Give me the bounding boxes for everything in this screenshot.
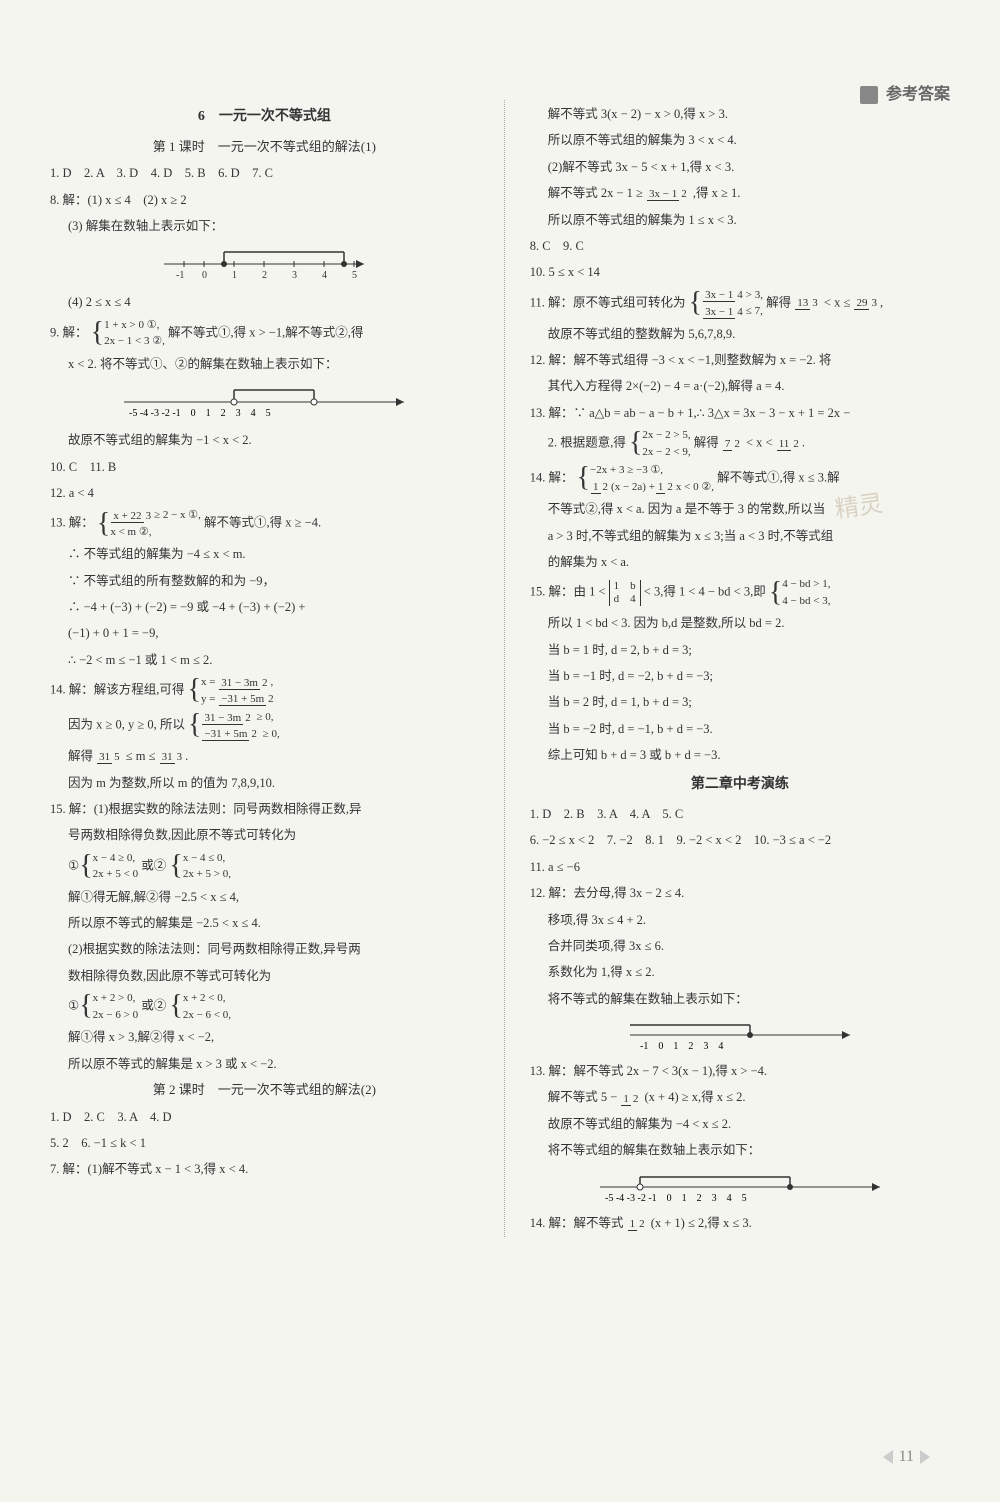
q9: 9. 解： {1 + x > 0 ①,2x − 1 < 3 ②, 解不等式①,得… xyxy=(50,317,479,350)
svg-text:4: 4 xyxy=(322,270,327,281)
q15j: 所以原不等式的解集是 x > 3 或 x < −2. xyxy=(50,1052,479,1076)
header-label: 参考答案 xyxy=(860,80,950,110)
r11c: 故原不等式组的整数解为 5,6,7,8,9. xyxy=(530,322,950,346)
q10-11: 10. C 11. B xyxy=(50,455,479,479)
e14: 14. 解：解不等式 12 (x + 1) ≤ 2,得 x ≤ 3. xyxy=(530,1211,950,1235)
svg-text:2: 2 xyxy=(262,270,267,281)
q14f: 因为 m 为整数,所以 m 的值为 7,8,9,10. xyxy=(50,771,479,795)
q15b: 号两数相除得负数,因此原不等式可转化为 xyxy=(50,823,479,847)
q15f: (2)根据实数的除法法则：同号两数相除得正数,异号两 xyxy=(50,937,479,961)
q12: 12. a < 4 xyxy=(50,481,479,505)
r12b: 其代入方程得 2×(−2) − 4 = a·(−2),解得 a = 4. xyxy=(530,374,950,398)
q15g: 数相除得负数,因此原不等式可转化为 xyxy=(50,964,479,988)
q15a: 15. 解：(1)根据实数的除法法则：同号两数相除得正数,异 xyxy=(50,797,479,821)
r14e: 的解集为 x < a. xyxy=(530,550,950,574)
l2-q5-6: 5. 2 6. −1 ≤ k < 1 xyxy=(50,1131,479,1155)
q15c: ①{x − 4 ≥ 0,2x + 5 < 0 或② {x − 4 ≤ 0,2x … xyxy=(50,850,479,883)
r15d: 当 b = 1 时, d = 2, b + d = 3; xyxy=(530,638,950,662)
q9c: x < 2. 将不等式①、②的解集在数轴上表示如下： xyxy=(50,352,479,376)
r14c: 不等式②,得 x < a. 因为 a 是不等于 3 的常数,所以当 xyxy=(530,497,950,521)
e1-5: 1. D 2. B 3. A 4. A 5. C xyxy=(530,802,950,826)
q8: 8. 解：(1) x ≤ 4 (2) x ≥ 2 xyxy=(50,188,479,212)
e12d: 系数化为 1,得 x ≤ 2. xyxy=(530,960,950,984)
lesson2-title: 第 2 课时 一元一次不等式组的解法(2) xyxy=(50,1078,479,1103)
q13c: ∴ 不等式组的解集为 −4 ≤ x < m. xyxy=(50,542,479,566)
r15: 15. 解：由 1 < 1 b d 4 < 3,得 1 < 4 − bd < 3… xyxy=(530,576,950,609)
svg-text:-1: -1 xyxy=(176,270,184,281)
l2-q7: 7. 解：(1)解不等式 x − 1 < 3,得 x < 4. xyxy=(50,1157,479,1181)
lesson1-title: 第 1 课时 一元一次不等式组的解法(1) xyxy=(50,135,479,160)
triangle-right-icon xyxy=(920,1450,930,1464)
r14d: a > 3 时,不等式组的解集为 x ≤ 3;当 a < 3 时,不等式组 xyxy=(530,524,950,548)
r6: 8. C 9. C xyxy=(530,234,950,258)
r13a: 13. 解：∵ a△b = ab − a − b + 1,∴ 3△x = 3x … xyxy=(530,401,950,425)
q9d: 故原不等式组的解集为 −1 < x < 2. xyxy=(50,428,479,452)
r15c: 所以 1 < bd < 3. 因为 b,d 是整数,所以 bd = 2. xyxy=(530,611,950,635)
number-line-4: -5 -4 -3 -2 -1 0 1 2 3 4 5 xyxy=(530,1169,950,1205)
r7: 10. 5 ≤ x < 14 xyxy=(530,260,950,284)
e6-10: 6. −2 ≤ x < 2 7. −2 8. 1 9. −2 < x < 2 1… xyxy=(530,828,950,852)
e12b: 移项,得 3x ≤ 4 + 2. xyxy=(530,908,950,932)
q15d: 解①得无解,解②得 −2.5 < x ≤ 4, xyxy=(50,885,479,909)
header-text: 参考答案 xyxy=(886,86,950,103)
r15g: 当 b = −2 时, d = −1, b + d = −3. xyxy=(530,717,950,741)
number-line-3: -1 0 1 2 3 4 xyxy=(530,1017,950,1053)
e12c: 合并同类项,得 3x ≤ 6. xyxy=(530,934,950,958)
svg-text:1: 1 xyxy=(232,270,237,281)
r15f: 当 b = 2 时, d = 1, b + d = 3; xyxy=(530,690,950,714)
left-column: 6 一元一次不等式组 第 1 课时 一元一次不等式组的解法(1) 1. D 2.… xyxy=(50,100,479,1237)
q14b: 因为 x ≥ 0, y ≥ 0, 所以 { 31 − 3m2 ≥ 0, −31 … xyxy=(50,709,479,742)
svg-text:-1 0 1 2 3 4: -1 0 1 2 3 4 xyxy=(640,1041,723,1052)
e13c: 故原不等式组的解集为 −4 < x ≤ 2. xyxy=(530,1112,950,1136)
content-columns: 6 一元一次不等式组 第 1 课时 一元一次不等式组的解法(1) 1. D 2.… xyxy=(50,100,950,1237)
e12a: 12. 解：去分母,得 3x − 2 ≤ 4. xyxy=(530,881,950,905)
section-title: 6 一元一次不等式组 xyxy=(50,104,479,131)
r4: 解不等式 2x − 1 ≥ 3x − 12 ,得 x ≥ 1. xyxy=(530,181,950,205)
e12e: 将不等式的解集在数轴上表示如下： xyxy=(530,987,950,1011)
number-line-2: -5 -4 -3 -2 -1 0 1 2 3 4 5 xyxy=(50,382,479,422)
triangle-left-icon xyxy=(883,1450,893,1464)
right-column: 解不等式 3(x − 2) − x > 0,得 x > 3. 所以原不等式组的解… xyxy=(530,100,950,1237)
svg-text:0: 0 xyxy=(202,270,207,281)
page-number: 11 xyxy=(883,1442,930,1472)
answers-1-7: 1. D 2. A 3. D 4. D 5. B 6. D 7. C xyxy=(50,161,479,185)
svg-text:3: 3 xyxy=(292,270,297,281)
q8-3: (3) 解集在数轴上表示如下： xyxy=(50,214,479,238)
r2: 所以原不等式组的解集为 3 < x < 4. xyxy=(530,128,950,152)
r15h: 综上可知 b + d = 3 或 b + d = −3. xyxy=(530,743,950,767)
q14a: 14. 解：解该方程组,可得 { x = 31 − 3m2, y = −31 +… xyxy=(50,674,479,707)
r11: 11. 解：原不等式组可转化为 { 3x − 14> 3, 3x − 14≤ 7… xyxy=(530,287,950,320)
q13g: ∴ −2 < m ≤ −1 或 1 < m ≤ 2. xyxy=(50,648,479,672)
e13a: 13. 解：解不等式 2x − 7 < 3(x − 1),得 x > −4. xyxy=(530,1059,950,1083)
r12a: 12. 解：解不等式组得 −3 < x < −1,则整数解为 x = −2. 将 xyxy=(530,348,950,372)
q14e: 解得 315 ≤ m ≤ 313. xyxy=(50,744,479,768)
q13: 13. 解： { x + 223≥ 2 − x ①, x < m ②, 解不等式… xyxy=(50,507,479,540)
svg-text:5: 5 xyxy=(352,270,357,281)
column-divider xyxy=(504,100,505,1237)
e13d: 将不等式组的解集在数轴上表示如下： xyxy=(530,1138,950,1162)
q13f: (−1) + 0 + 1 = −9, xyxy=(50,621,479,645)
q15e: 所以原不等式的解集是 −2.5 < x ≤ 4. xyxy=(50,911,479,935)
book-icon xyxy=(860,86,878,104)
r15e: 当 b = −1 时, d = −2, b + d = −3; xyxy=(530,664,950,688)
svg-text:-5 -4 -3 -2 -1 0 1 2 3 4 5: -5 -4 -3 -2 -1 0 1 2 3 4 5 xyxy=(129,408,271,419)
l2-q1-4: 1. D 2. C 3. A 4. D xyxy=(50,1105,479,1129)
e11: 11. a ≤ −6 xyxy=(530,855,950,879)
q13d: ∵ 不等式组的所有整数解的和为 −9， xyxy=(50,569,479,593)
svg-text:-5 -4 -3 -2 -1 0 1 2 3 4 5: -5 -4 -3 -2 -1 0 1 2 3 4 5 xyxy=(605,1193,747,1204)
q13e: ∴ −4 + (−3) + (−2) = −9 或 −4 + (−3) + (−… xyxy=(50,595,479,619)
r5: 所以原不等式组的解集为 1 ≤ x < 3. xyxy=(530,208,950,232)
q8-4: (4) 2 ≤ x ≤ 4 xyxy=(50,290,479,314)
e13b: 解不等式 5 − 12 (x + 4) ≥ x,得 x ≤ 2. xyxy=(530,1085,950,1109)
r3: (2)解不等式 3x − 5 < x + 1,得 x < 3. xyxy=(530,155,950,179)
q15h: ①{x + 2 > 0,2x − 6 > 0 或② {x + 2 < 0,2x … xyxy=(50,990,479,1023)
q15i: 解①得 x > 3,解②得 x < −2, xyxy=(50,1025,479,1049)
number-line-1: -1 0 1 2 3 4 5 xyxy=(50,244,479,284)
r13b: 2. 根据题意,得 {2x − 2 > 5,2x − 2 < 9, 解得 72 … xyxy=(530,427,950,460)
r14: 14. 解： { −2x + 3 ≥ −3 ①, 12(x − 2a) +12x… xyxy=(530,462,950,495)
exam-title: 第二章中考演练 xyxy=(530,772,950,799)
